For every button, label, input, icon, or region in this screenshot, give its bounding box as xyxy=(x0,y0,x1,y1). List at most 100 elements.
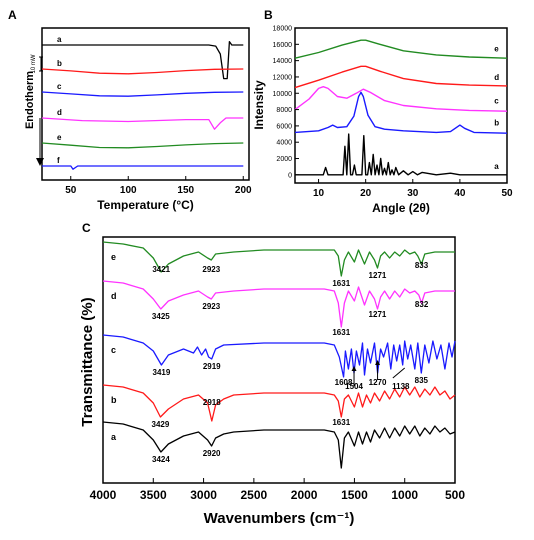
xrd-xtick-label: 40 xyxy=(454,188,466,199)
ftir-peak-label: 835 xyxy=(415,376,429,385)
xrd-ytick-label: 0 xyxy=(288,172,292,179)
xrd-curve-e xyxy=(294,39,508,59)
ftir-curve-label-b: b xyxy=(111,395,117,405)
ftir-peak-label: 2920 xyxy=(203,449,221,458)
dsc-curve-label-c: c xyxy=(57,82,62,91)
ftir-xtick-label: 3500 xyxy=(140,488,167,502)
dsc-curve-c xyxy=(41,91,244,97)
dsc-curve-d xyxy=(41,117,244,130)
xrd-curve-a xyxy=(295,133,507,176)
xrd-xtick-label: 30 xyxy=(407,188,419,199)
ftir-peak-label: 2918 xyxy=(203,398,221,407)
ftir-peak-label: 1504 xyxy=(345,382,363,391)
dsc-curve-label-a: a xyxy=(57,35,62,44)
panel-label-a: A xyxy=(8,8,17,22)
dsc-curve-label-f: f xyxy=(57,156,60,165)
dsc-curve-e xyxy=(41,142,244,149)
xrd-ytick-label: 8000 xyxy=(276,107,292,114)
ftir-peak-label: 1631 xyxy=(332,418,350,427)
ftir-x-axis-title: Wavenumbers (cm⁻¹) xyxy=(204,510,355,527)
panel-c: Ce d c b a 3421 2923 1631 1271 833 3425 2923 1631 127… xyxy=(79,221,465,527)
ftir-xtick-label: 4000 xyxy=(90,488,117,502)
ftir-curve-a xyxy=(102,421,456,469)
xrd-ytick-label: 2000 xyxy=(276,156,292,163)
ftir-peak-label: 1271 xyxy=(369,310,387,319)
ftir-y-axis-title: Transmittance (%) xyxy=(79,297,96,426)
dsc-xtick-label: 100 xyxy=(120,185,137,196)
ftir-xtick-label: 3000 xyxy=(190,488,217,502)
xrd-curve-b xyxy=(294,91,508,134)
ftir-peak-label: 3419 xyxy=(153,368,171,377)
endotherm-arrow-head xyxy=(36,158,44,166)
ftir-curve-e xyxy=(102,241,455,277)
ftir-peak-label: 1270 xyxy=(369,378,387,387)
xrd-ytick-label: 14000 xyxy=(273,58,293,65)
panel-a: Aa b c d e f 50 100 150 200 Temperature (°C) Endoth… xyxy=(8,8,252,212)
dsc-xtick-label: 200 xyxy=(235,185,252,196)
peak-arrow-head xyxy=(375,360,381,365)
panel-label-b: B xyxy=(264,8,273,22)
ftir-curve-d xyxy=(102,280,455,328)
dsc-x-axis-title: Temperature (°C) xyxy=(97,198,194,212)
ftir-peak-label: 2923 xyxy=(202,302,220,311)
panel-a-frame xyxy=(41,27,250,181)
ftir-peak-label: 833 xyxy=(415,261,429,270)
ftir-peak-label: 3429 xyxy=(152,420,170,429)
dsc-y-axis-title: Endotherm xyxy=(24,71,36,129)
dsc-curve-b xyxy=(41,68,244,75)
xrd-xtick-label: 10 xyxy=(313,188,325,199)
ftir-curve-label-d: d xyxy=(111,291,117,301)
xrd-curve-label-d: d xyxy=(494,73,499,82)
xrd-x-axis-title: Angle (2θ) xyxy=(372,201,430,215)
ftir-peak-label: 1631 xyxy=(332,328,350,337)
xrd-xtick-label: 50 xyxy=(501,188,513,199)
ftir-curve-b xyxy=(102,384,456,422)
ftir-peak-label: 1608 xyxy=(335,378,353,387)
xrd-ytick-label: 18000 xyxy=(273,26,293,33)
ftir-peak-label: 1631 xyxy=(332,279,350,288)
ftir-curve-label-e: e xyxy=(111,252,116,262)
xrd-curve-label-e: e xyxy=(494,44,499,53)
xrd-ytick-label: 4000 xyxy=(276,140,292,147)
ftir-curve-label-c: c xyxy=(111,345,116,355)
panel-label-c: C xyxy=(82,221,91,235)
ftir-xtick-label: 1000 xyxy=(391,488,418,502)
xrd-xtick-label: 20 xyxy=(360,188,372,199)
dsc-curve-a xyxy=(42,40,244,80)
ftir-xtick-label: 1500 xyxy=(341,488,368,502)
ftir-peak-label: 1271 xyxy=(369,271,387,280)
peak-arrow-head xyxy=(351,366,357,371)
ftir-xtick-label: 2000 xyxy=(291,488,318,502)
dsc-curve-f xyxy=(42,165,244,170)
xrd-ytick-label: 6000 xyxy=(276,123,292,130)
peak-arrow-1138 xyxy=(392,367,406,379)
ftir-peak-label: 2919 xyxy=(203,362,221,371)
panel-b: Ba b c d e 0 2000 4000 6000 8000 10000 12000 14000 16… xyxy=(252,8,513,215)
xrd-curve-d xyxy=(294,65,508,89)
ftir-peak-label: 1138 xyxy=(392,382,410,391)
ftir-curve-c xyxy=(102,334,456,378)
dsc-curve-label-e: e xyxy=(57,133,62,142)
dsc-xtick-label: 150 xyxy=(177,185,194,196)
xrd-ytick-label: 16000 xyxy=(273,42,293,49)
dsc-curve-label-b: b xyxy=(57,59,62,68)
ftir-peak-label: 3425 xyxy=(152,312,170,321)
ftir-peak-label: 3424 xyxy=(152,455,170,464)
scale-bar-label: 10 mW xyxy=(31,54,37,73)
xrd-curve-c xyxy=(294,85,508,112)
dsc-curve-label-d: d xyxy=(57,108,62,117)
dsc-xtick-label: 50 xyxy=(65,185,77,196)
xrd-curve-label-b: b xyxy=(494,119,499,128)
xrd-curve-label-a: a xyxy=(494,162,499,171)
ftir-xtick-label: 2500 xyxy=(241,488,268,502)
xrd-ytick-label: 10000 xyxy=(273,91,293,98)
xrd-curve-label-c: c xyxy=(494,97,499,106)
panel-c-frame xyxy=(102,236,456,484)
xrd-ytick-label: 12000 xyxy=(273,74,293,81)
ftir-xtick-label: 500 xyxy=(445,488,465,502)
ftir-peak-label: 3421 xyxy=(152,265,170,274)
ftir-curve-label-a: a xyxy=(111,432,117,442)
panel-b-frame xyxy=(294,27,508,184)
ftir-peak-label: 2923 xyxy=(202,265,220,274)
